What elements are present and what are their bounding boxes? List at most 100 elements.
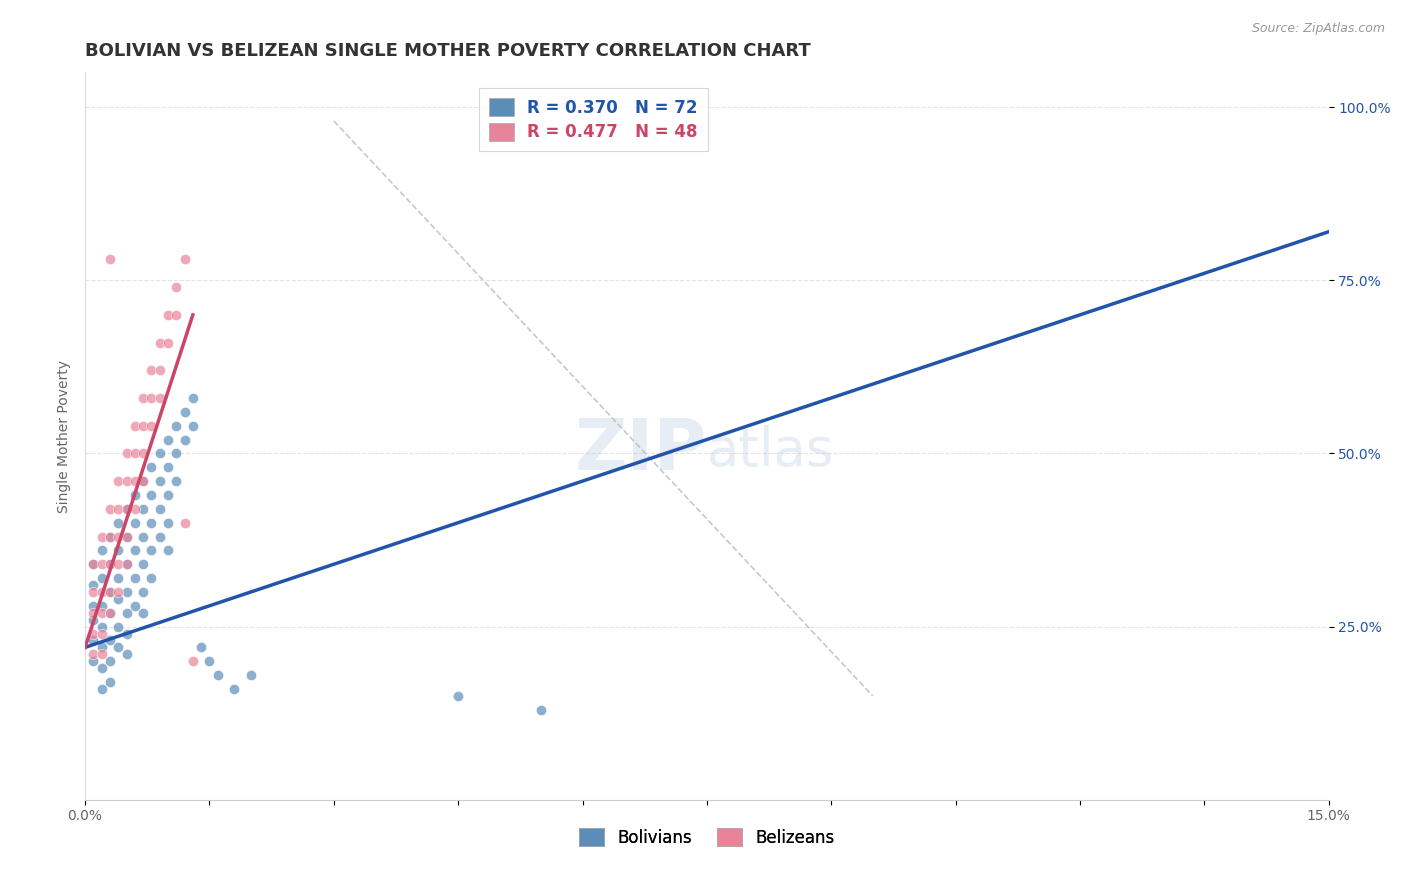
Point	[149, 529, 172, 543]
Point	[165, 446, 187, 460]
Point	[90, 661, 112, 675]
Point	[115, 529, 138, 543]
Point	[107, 543, 129, 558]
Point	[190, 640, 212, 655]
Point	[82, 558, 104, 572]
Point	[115, 501, 138, 516]
Point	[124, 571, 146, 585]
Point	[98, 501, 121, 516]
Point	[141, 418, 163, 433]
Point	[165, 418, 187, 433]
Point	[98, 633, 121, 648]
Point	[173, 252, 195, 267]
Point	[98, 585, 121, 599]
Point	[132, 418, 155, 433]
Point	[115, 606, 138, 620]
Point	[156, 308, 179, 322]
Point	[132, 446, 155, 460]
Point	[107, 558, 129, 572]
Point	[82, 558, 104, 572]
Point	[115, 558, 138, 572]
Point	[82, 606, 104, 620]
Point	[156, 543, 179, 558]
Point	[90, 543, 112, 558]
Point	[141, 543, 163, 558]
Point	[82, 633, 104, 648]
Point	[132, 606, 155, 620]
Point	[141, 571, 163, 585]
Point	[173, 516, 195, 530]
Point	[90, 558, 112, 572]
Point	[98, 558, 121, 572]
Point	[107, 501, 129, 516]
Point	[107, 619, 129, 633]
Point	[141, 363, 163, 377]
Point	[156, 335, 179, 350]
Point	[82, 578, 104, 592]
Point	[90, 648, 112, 662]
Point	[198, 654, 221, 668]
Point	[98, 529, 121, 543]
Text: Source: ZipAtlas.com: Source: ZipAtlas.com	[1251, 22, 1385, 36]
Point	[132, 391, 155, 405]
Point	[90, 606, 112, 620]
Point	[149, 474, 172, 488]
Point	[90, 640, 112, 655]
Point	[98, 606, 121, 620]
Point	[115, 529, 138, 543]
Point	[181, 418, 204, 433]
Point	[149, 391, 172, 405]
Point	[124, 501, 146, 516]
Point	[82, 648, 104, 662]
Point	[181, 391, 204, 405]
Point	[90, 619, 112, 633]
Point	[115, 626, 138, 640]
Point	[98, 585, 121, 599]
Point	[90, 585, 112, 599]
Point	[115, 648, 138, 662]
Point	[173, 405, 195, 419]
Point	[90, 529, 112, 543]
Point	[98, 675, 121, 690]
Point	[107, 571, 129, 585]
Point	[98, 529, 121, 543]
Point	[156, 516, 179, 530]
Text: ZIP: ZIP	[575, 417, 707, 485]
Point	[82, 599, 104, 613]
Point	[124, 418, 146, 433]
Point	[98, 558, 121, 572]
Point	[156, 460, 179, 475]
Point	[90, 571, 112, 585]
Point	[530, 703, 553, 717]
Point	[115, 446, 138, 460]
Point	[115, 585, 138, 599]
Point	[165, 280, 187, 294]
Point	[90, 681, 112, 696]
Point	[107, 640, 129, 655]
Point	[132, 474, 155, 488]
Point	[141, 391, 163, 405]
Point	[107, 585, 129, 599]
Point	[132, 585, 155, 599]
Point	[124, 488, 146, 502]
Point	[132, 558, 155, 572]
Point	[82, 654, 104, 668]
Point	[124, 543, 146, 558]
Point	[82, 613, 104, 627]
Point	[149, 363, 172, 377]
Point	[132, 529, 155, 543]
Point	[90, 599, 112, 613]
Y-axis label: Single Mother Poverty: Single Mother Poverty	[58, 359, 72, 513]
Point	[107, 591, 129, 606]
Point	[124, 599, 146, 613]
Point	[124, 474, 146, 488]
Point	[107, 529, 129, 543]
Point	[165, 308, 187, 322]
Point	[141, 488, 163, 502]
Point	[98, 654, 121, 668]
Point	[98, 252, 121, 267]
Point	[173, 433, 195, 447]
Point	[124, 446, 146, 460]
Point	[165, 474, 187, 488]
Point	[115, 501, 138, 516]
